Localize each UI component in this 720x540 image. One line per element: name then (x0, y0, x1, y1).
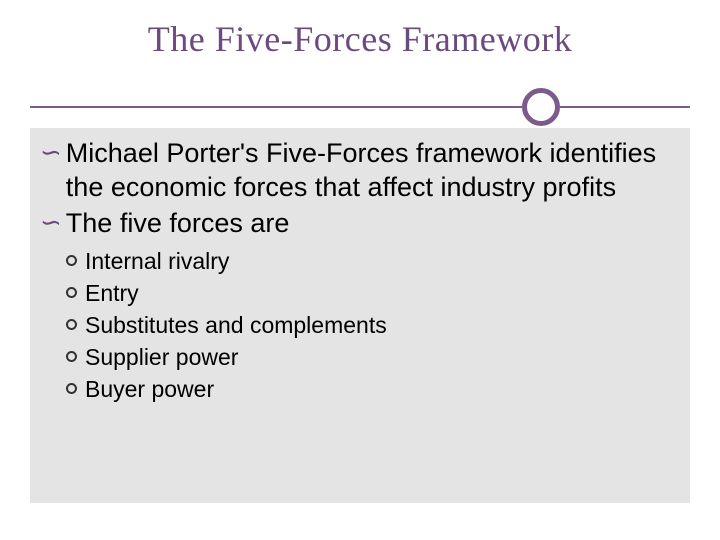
circle-accent-icon (522, 88, 560, 126)
divider-line-left (30, 106, 522, 108)
hollow-circle-icon (66, 351, 77, 362)
wave-bullet-icon: ∽ (40, 206, 62, 240)
content-area: ∽ Michael Porter's Five-Forces framework… (30, 128, 690, 503)
bullet-item: ∽ The five forces are (40, 206, 680, 240)
hollow-circle-icon (66, 287, 77, 298)
wave-bullet-icon: ∽ (40, 136, 62, 170)
sub-bullet-text: Supplier power (85, 342, 238, 372)
sub-bullet-text: Buyer power (85, 374, 214, 404)
sub-bullet-item: Buyer power (66, 374, 680, 404)
sub-bullet-item: Substitutes and complements (66, 310, 680, 340)
slide: The Five-Forces Framework ∽ Michael Port… (0, 0, 720, 540)
sub-bullet-item: Entry (66, 278, 680, 308)
hollow-circle-icon (66, 255, 77, 266)
hollow-circle-icon (66, 319, 77, 330)
bullet-text: Michael Porter's Five-Forces framework i… (66, 136, 680, 204)
hollow-circle-icon (66, 383, 77, 394)
divider-line-right (560, 106, 690, 108)
slide-title: The Five-Forces Framework (0, 0, 720, 60)
bullet-text: The five forces are (66, 206, 290, 240)
sub-bullet-text: Entry (85, 278, 139, 308)
sub-bullet-text: Internal rivalry (85, 246, 229, 276)
sub-bullet-item: Supplier power (66, 342, 680, 372)
sub-bullet-list: Internal rivalry Entry Substitutes and c… (66, 246, 680, 404)
sub-bullet-text: Substitutes and complements (85, 310, 387, 340)
bullet-item: ∽ Michael Porter's Five-Forces framework… (40, 136, 680, 204)
sub-bullet-item: Internal rivalry (66, 246, 680, 276)
title-divider (0, 88, 720, 128)
